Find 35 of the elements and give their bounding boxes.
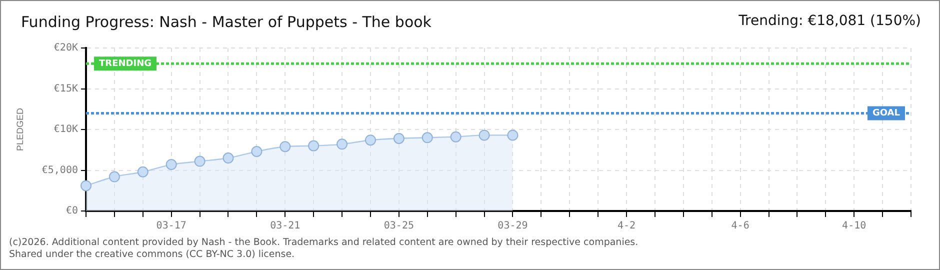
x-tick-label: 03-25 bbox=[384, 220, 414, 232]
point bbox=[222, 152, 234, 164]
point bbox=[80, 180, 92, 192]
point bbox=[478, 130, 490, 141]
x-tick-label: 4-6 bbox=[731, 220, 750, 232]
x-tick-label: 03-17 bbox=[156, 220, 186, 232]
point bbox=[507, 130, 518, 141]
ref-line-label: GOAL bbox=[872, 108, 900, 119]
point bbox=[108, 171, 120, 182]
point bbox=[166, 159, 177, 170]
point bbox=[251, 146, 262, 158]
y-tick-label: €15K bbox=[54, 83, 78, 94]
chart-title: Funding Progress: Nash - Master of Puppets - The book bbox=[21, 13, 432, 31]
point bbox=[308, 140, 320, 152]
point bbox=[422, 132, 433, 144]
point bbox=[393, 132, 404, 144]
x-tick-label: 4-10 bbox=[842, 220, 866, 232]
point bbox=[336, 138, 348, 150]
point bbox=[450, 131, 462, 142]
x-tick-label: 4-2 bbox=[617, 220, 636, 232]
text: (c)2026. Additional content provided by Nash - the Book. Trademarks and related content are owned by their respective companies. bbox=[9, 237, 638, 248]
text: Shared under the creative commons (CC BY-NC 3.0) license. bbox=[9, 249, 295, 260]
point bbox=[280, 141, 291, 152]
y-axis-title: PLEDGED bbox=[14, 107, 25, 152]
y-tick-label: €20K bbox=[54, 42, 78, 54]
point bbox=[137, 166, 148, 178]
point bbox=[194, 156, 206, 167]
y-tick-label: €0 bbox=[66, 206, 78, 217]
chart-subtitle: Trending: €18,081 (150%) bbox=[738, 13, 921, 29]
y-tick-label: €10K bbox=[54, 124, 78, 136]
point bbox=[364, 134, 376, 146]
x-tick-label: 03-29 bbox=[498, 220, 528, 232]
ref-line-label: TRENDING bbox=[99, 58, 152, 69]
x-tick-label: 03-21 bbox=[270, 220, 300, 232]
y-tick-label: €5,000 bbox=[42, 164, 78, 176]
